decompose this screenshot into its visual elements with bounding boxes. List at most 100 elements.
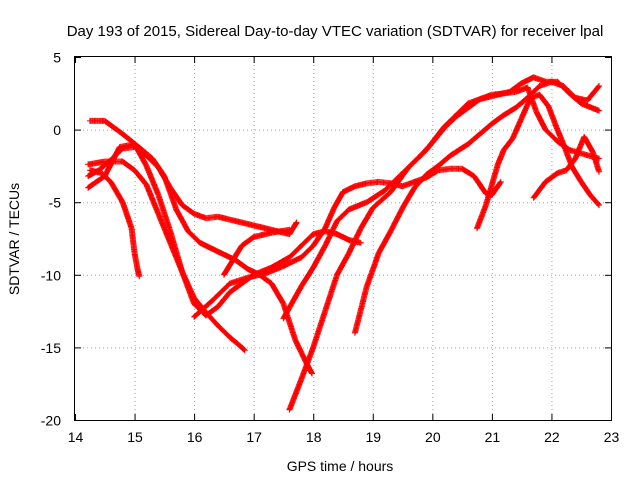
data-point (286, 226, 293, 233)
data-segment (518, 95, 534, 121)
data-segment (477, 121, 494, 137)
data-segment (334, 251, 352, 278)
data-segment (167, 228, 185, 274)
y-tick-label: 5 (53, 50, 61, 66)
data-segment (488, 89, 512, 100)
data-segment (411, 172, 429, 191)
y-tick-label: -10 (41, 267, 61, 283)
data-segment (509, 116, 525, 142)
data-segment (563, 156, 578, 174)
series-sat-10 (351, 78, 603, 336)
data-segment (280, 284, 304, 322)
data-segment (250, 222, 268, 232)
data-point (136, 273, 143, 280)
data-segment (220, 243, 245, 278)
data-segment (474, 203, 489, 232)
data-segment (494, 148, 507, 168)
data-segment (310, 309, 328, 351)
data-segment (244, 270, 268, 281)
y-tick-label: -15 (41, 340, 61, 356)
data-segment (214, 213, 232, 223)
series-sat-11 (474, 91, 603, 232)
series-sat-8 (286, 84, 603, 413)
data-segment (226, 334, 244, 350)
data-segment (554, 126, 566, 147)
x-tick-label: 19 (365, 429, 381, 445)
series-sat-2 (86, 117, 316, 377)
data-point (357, 239, 364, 246)
data-segment (578, 100, 601, 114)
data-segment (286, 243, 304, 261)
data-segment (161, 173, 179, 212)
data-segment (363, 251, 382, 290)
data-segment (581, 133, 596, 155)
series-sat-9 (280, 74, 603, 322)
data-segment (423, 163, 441, 178)
data-segment (322, 219, 340, 249)
data-segment (533, 109, 548, 132)
data-segment (506, 80, 524, 95)
data-segment (381, 171, 405, 194)
x-tick-label: 15 (127, 429, 143, 445)
data-segment (587, 191, 602, 208)
data-segment (209, 281, 232, 304)
data-segment (185, 228, 203, 245)
data-segment (500, 136, 515, 153)
data-segment (191, 210, 208, 221)
data-point (309, 370, 316, 377)
data-segment (137, 145, 155, 161)
y-axis-label: SDTVAR / TECUs (6, 183, 22, 295)
series-sat-7 (220, 226, 293, 278)
data-segment (298, 232, 316, 249)
data-series (85, 74, 603, 413)
data-segment (238, 219, 256, 229)
data-segment (238, 234, 256, 249)
data-segment (203, 304, 220, 319)
data-segment (209, 245, 226, 257)
data-segment (298, 243, 316, 261)
data-segment (459, 165, 476, 179)
data-segment (429, 126, 447, 146)
data-segment (250, 230, 274, 240)
data-segment (399, 179, 417, 190)
data-segment (310, 243, 328, 271)
data-segment (542, 170, 560, 185)
x-tick-label: 18 (306, 429, 322, 445)
data-segment (363, 188, 387, 206)
data-segment (545, 103, 560, 132)
data-segment (268, 254, 292, 271)
data-segment (298, 265, 316, 290)
data-segment (387, 206, 405, 235)
data-segment (518, 74, 536, 87)
data-segment (512, 95, 530, 111)
data-segment (334, 207, 352, 225)
data-segment (331, 190, 346, 211)
data-segment (441, 114, 459, 132)
x-tick-label: 22 (544, 429, 560, 445)
data-segment (334, 231, 351, 243)
x-tick-label: 21 (485, 429, 501, 445)
data-segment (363, 179, 381, 187)
data-point (596, 83, 603, 90)
data-segment (149, 155, 167, 179)
data-segment (107, 178, 125, 205)
chart-title: Day 193 of 2015, Sidereal Day-to-day VTE… (67, 23, 604, 40)
data-segment (155, 210, 173, 245)
data-segment (536, 79, 554, 89)
plot-frame (74, 56, 612, 421)
data-segment (435, 153, 453, 169)
data-segment (191, 298, 215, 320)
data-segment (238, 344, 247, 353)
data-segment (542, 126, 560, 144)
data-segment (286, 377, 304, 413)
data-segment (131, 167, 149, 187)
series-sat-6 (191, 165, 504, 320)
data-segment (590, 149, 602, 174)
data-segment (143, 162, 161, 197)
data-segment (453, 105, 471, 120)
data-segment (488, 112, 506, 127)
data-segment (340, 183, 357, 195)
data-segment (226, 275, 250, 287)
data-segment (578, 178, 593, 197)
data-point (497, 178, 504, 185)
